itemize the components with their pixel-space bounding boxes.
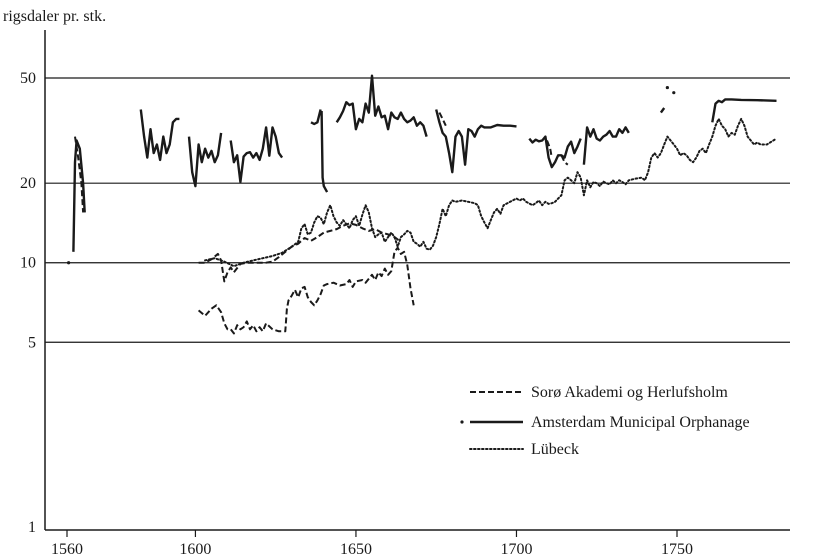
y-tick-label: 50 <box>20 70 36 87</box>
y-tick-label: 10 <box>20 255 36 272</box>
series-point <box>665 85 669 90</box>
series-line <box>659 107 666 114</box>
series-line <box>72 139 86 252</box>
series-2 <box>204 117 778 268</box>
series-line <box>435 109 517 174</box>
series-line <box>204 117 778 268</box>
series-line <box>197 246 415 335</box>
series-lines <box>67 74 778 335</box>
series-line <box>582 126 630 165</box>
series-line <box>528 135 582 169</box>
series-point <box>67 261 71 265</box>
series-line <box>229 126 284 184</box>
y-tick-label: 20 <box>20 175 36 192</box>
y-tick-label: 5 <box>28 334 36 351</box>
y-axis-ticks: 1 5 10 20 50 <box>20 70 36 536</box>
series-line <box>546 140 553 158</box>
series-line <box>335 74 428 137</box>
legend-label: Sorø Akademi og Herlufsholm <box>531 384 728 401</box>
series-point <box>672 91 676 95</box>
x-tick-label: 1600 <box>179 541 211 557</box>
y-tick-label: 1 <box>28 519 36 536</box>
series-line <box>560 154 569 166</box>
series-line <box>310 109 322 126</box>
series-line <box>187 132 223 188</box>
y-axis-label: rigsdaler pr. stk. <box>3 8 106 25</box>
legend-label: Lübeck <box>531 441 579 458</box>
x-tick-label: 1750 <box>661 541 693 557</box>
x-tick-label: 1560 <box>51 541 83 557</box>
series-line <box>711 98 777 123</box>
gridlines <box>45 77 790 343</box>
series-line <box>320 110 329 193</box>
legend-swatch-point <box>460 420 464 424</box>
series-line <box>139 109 180 162</box>
x-tick-label: 1700 <box>500 541 532 557</box>
x-tick-label: 1650 <box>340 541 372 557</box>
legend: Sorø Akademi og Herlufsholm Amsterdam Mun… <box>460 384 750 458</box>
legend-label: Amsterdam Municipal Orphanage <box>531 414 750 431</box>
x-axis-ticks: 1560 1600 1650 1700 1750 <box>51 530 693 557</box>
series-line <box>438 112 447 127</box>
series-1 <box>67 74 777 265</box>
